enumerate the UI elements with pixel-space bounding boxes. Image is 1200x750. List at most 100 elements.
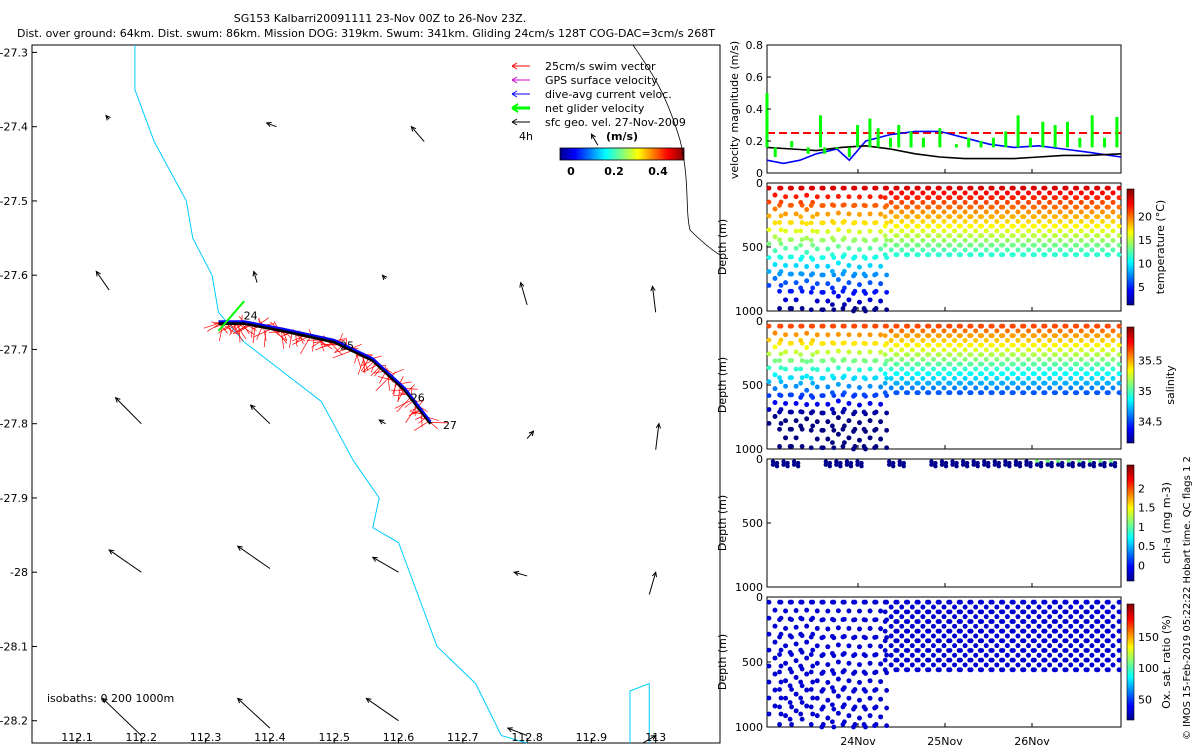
time-tick-label: 25Nov [927, 735, 963, 748]
oxygen-sample-dot [867, 643, 873, 649]
temperature-y-tick-label: 0 [756, 177, 763, 190]
salinity-sample-dot [861, 340, 867, 346]
salinity-sample-dot [810, 366, 816, 372]
salinity-y-tick-label: 1000 [735, 443, 763, 456]
time-tick-label: 24Nov [840, 735, 876, 748]
oxygen-sample-dot [878, 608, 884, 614]
chla-sample-dot [890, 460, 896, 466]
oxygen-sample-dot [909, 614, 915, 620]
salinity-sample-dot [909, 385, 915, 391]
temperature-sample-dot [1041, 223, 1047, 229]
salinity-sample-dot [1030, 333, 1036, 339]
temperature-sample-dot [941, 238, 947, 243]
temperature-sample-dot [1057, 247, 1063, 253]
temperature-sample-dot [1072, 252, 1078, 258]
temperature-sample-dot [884, 307, 890, 313]
oxygen-sample-dot [1089, 623, 1095, 629]
salinity-sample-dot [772, 372, 778, 378]
temperature-sample-dot [878, 246, 884, 252]
salinity-sample-dot [914, 352, 920, 358]
salinity-sample-dot [835, 431, 841, 437]
salinity-sample-dot [851, 376, 856, 382]
oxygen-sample-dot [920, 662, 926, 668]
geo-vector-head [378, 419, 385, 425]
oxygen-colorbar-tick-label: 50 [1138, 693, 1152, 706]
oxygen-sample-dot [878, 626, 884, 632]
temperature-sample-dot [977, 252, 983, 258]
temperature-sample-dot [888, 219, 894, 224]
temperature-sample-dot [946, 233, 951, 239]
temperature-sample-dot [772, 248, 778, 254]
oxygen-sample-dot [914, 638, 920, 644]
oxygen-sample-dot [772, 655, 778, 661]
temperature-sample-dot [804, 221, 810, 227]
swim-vector [289, 332, 293, 348]
oxygen-sample-dot [941, 604, 947, 610]
oxygen-sample-dot [804, 623, 810, 629]
geo-vector-head [381, 274, 388, 281]
geo-vector-head [371, 556, 378, 562]
temperature-sample-dot [994, 199, 1000, 205]
oxygen-sample-dot [777, 599, 782, 605]
geo-vector [410, 126, 425, 142]
temperature-sample-dot [946, 242, 951, 248]
salinity-sample-dot [851, 446, 856, 452]
salinity-sample-dot [882, 323, 888, 329]
salinity-sample-dot [861, 392, 867, 398]
salinity-sample-dot [1068, 366, 1074, 372]
salinity-sample-dot [882, 361, 888, 367]
oxygen-sample-dot [1083, 638, 1089, 644]
salinity-sample-dot [1094, 342, 1099, 348]
chla-sample-dot [859, 463, 864, 469]
salinity-sample-dot [804, 387, 810, 393]
salinity-sample-dot [983, 337, 989, 343]
temperature-sample-dot [1104, 214, 1110, 220]
oxygen-sample-dot [1104, 638, 1110, 644]
temperature-sample-dot [1015, 219, 1021, 224]
temperature-sample-dot [956, 195, 962, 201]
salinity-sample-dot [977, 371, 983, 377]
salinity-sample-dot [935, 323, 941, 329]
temperature-sample-dot [772, 234, 778, 240]
chla-sample-dot [844, 462, 850, 467]
temperature-sample-dot [814, 281, 820, 287]
oxygen-sample-dot [804, 703, 810, 709]
salinity-sample-dot [884, 375, 890, 381]
oxygen-sample-dot [857, 608, 862, 614]
salinity-sample-dot [840, 375, 846, 381]
salinity-colorbar-label: salinity [1164, 365, 1177, 405]
salinity-sample-dot [793, 401, 799, 406]
temperature-sample-dot [867, 297, 873, 303]
temperature-sample-dot [1104, 242, 1110, 248]
oxygen-sample-dot [1062, 667, 1068, 673]
temperature-sample-dot [808, 237, 814, 243]
temperature-sample-dot [903, 214, 909, 220]
salinity-sample-dot [1026, 376, 1031, 381]
temperature-sample-dot [1020, 185, 1025, 191]
oxygen-sample-dot [1004, 623, 1010, 629]
temperature-sample-dot [1068, 228, 1074, 234]
temperature-sample-dot [1062, 214, 1068, 220]
oxygen-sample-dot [798, 695, 804, 701]
salinity-sample-dot [893, 323, 899, 329]
temperature-sample-dot [1083, 252, 1089, 258]
chla-sample-dot [992, 462, 998, 467]
temperature-sample-dot [956, 242, 962, 248]
geo-vector-head [528, 430, 535, 437]
salinity-sample-dot [977, 390, 983, 396]
oxygen-sample-dot [952, 623, 957, 629]
temperature-sample-dot [793, 263, 799, 268]
temperature-sample-dot [920, 247, 926, 253]
temperature-sample-dot [1004, 199, 1010, 205]
oxygen-sample-dot [829, 668, 835, 673]
salinity-sample-dot [920, 328, 926, 334]
oxygen-sample-dot [1020, 599, 1025, 605]
temperature-sample-dot [831, 272, 837, 278]
legend-gps-label: GPS surface velocity [545, 74, 658, 87]
oxygen-sample-dot [799, 683, 805, 689]
temperature-sample-dot [1078, 228, 1084, 234]
temperature-sample-dot [925, 252, 930, 258]
oxygen-sample-dot [994, 604, 1000, 610]
chla-sample-dot [1003, 459, 1008, 464]
